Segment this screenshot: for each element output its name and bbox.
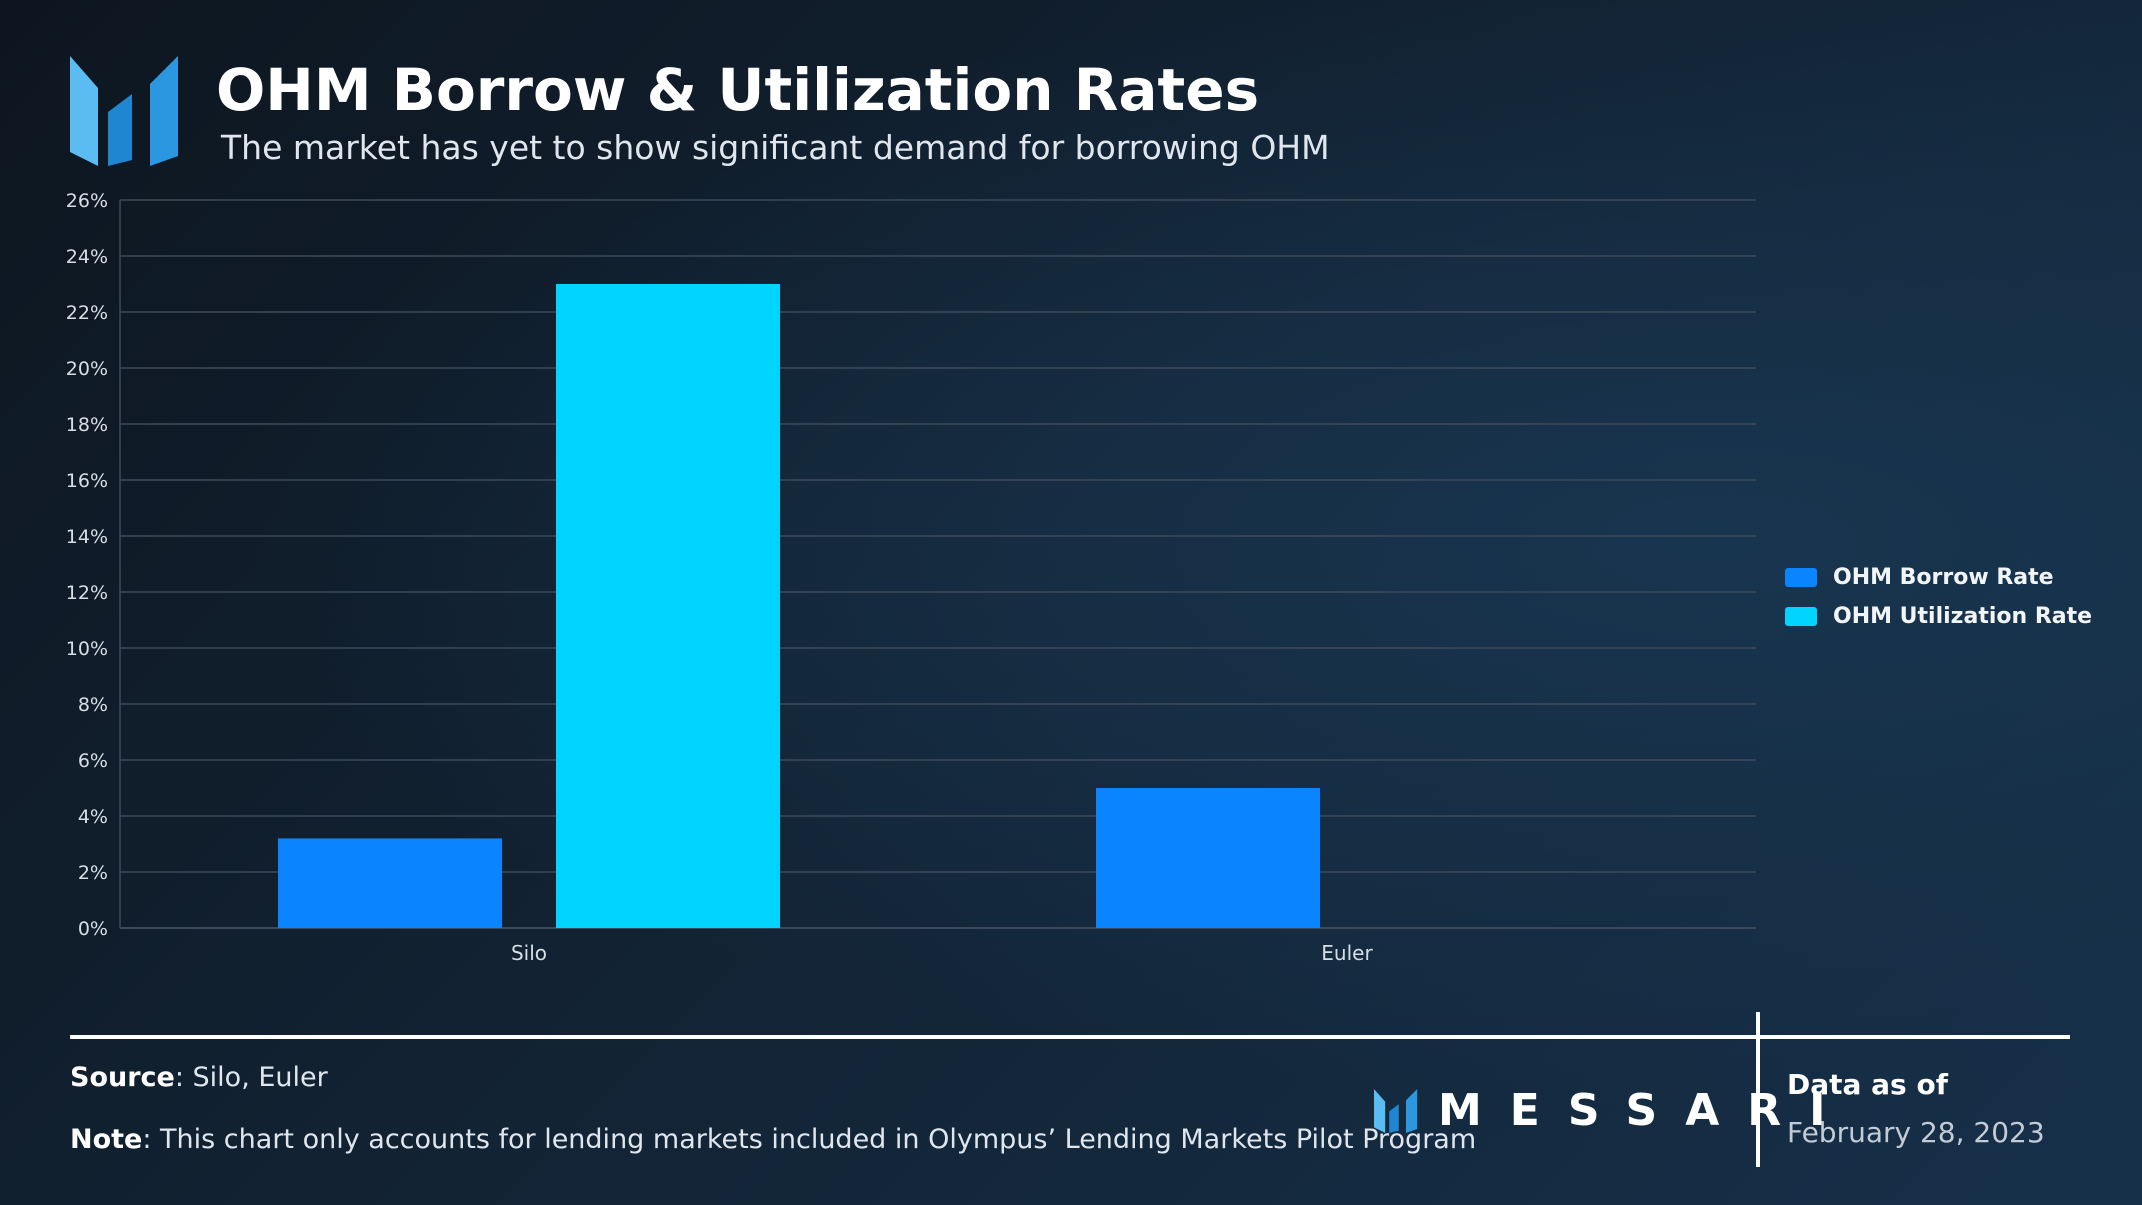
y-tick-label: 20% [66, 358, 108, 380]
y-tick-label: 0% [78, 918, 108, 940]
note-text: : This chart only accounts for lending m… [142, 1124, 1477, 1155]
data-as-of-date: February 28, 2023 [1787, 1116, 2045, 1149]
source-label: Source [70, 1062, 175, 1093]
y-tick-label: 12% [66, 582, 108, 604]
y-tick-label: 8% [78, 694, 108, 716]
legend-swatch-borrow-rate [1785, 568, 1817, 587]
y-tick-label: 6% [78, 750, 108, 772]
footer-vertical-divider [1756, 1012, 1760, 1167]
chart-subtitle: The market has yet to show significant d… [221, 128, 1330, 167]
chart-title: OHM Borrow & Utilization Rates [216, 56, 1260, 124]
footer-divider-line [70, 1035, 2070, 1039]
y-tick-label: 10% [66, 638, 108, 660]
legend-label-borrow-rate: OHM Borrow Rate [1833, 565, 2054, 590]
y-tick-label: 18% [66, 414, 108, 436]
y-tick-label: 2% [78, 862, 108, 884]
y-tick-label: 4% [78, 806, 108, 828]
y-tick-label: 26% [66, 190, 108, 212]
legend-item-utilization-rate[interactable]: OHM Utilization Rate [1785, 597, 2092, 636]
legend-swatch-utilization-rate [1785, 607, 1817, 626]
y-tick-label: 14% [66, 526, 108, 548]
source-text: : Silo, Euler [174, 1062, 328, 1093]
y-tick-label: 24% [66, 246, 108, 268]
y-tick-label: 16% [66, 470, 108, 492]
bar-chart: 0% 2% 4% 6% 8% 10% 12% 14% 16% 18% 20% 22% 24% 26% Sil… [66, 190, 1756, 965]
bar-silo-ohm-borrow-rate [278, 838, 502, 928]
source-note: Source: Silo, Euler [70, 1060, 328, 1096]
legend-item-borrow-rate[interactable]: OHM Borrow Rate [1785, 558, 2092, 597]
bar-euler-ohm-borrow-rate [1096, 788, 1320, 928]
note-label: Note [70, 1124, 143, 1155]
y-tick-label: 22% [66, 302, 108, 324]
chart-note: Note: This chart only accounts for lendi… [70, 1122, 1476, 1158]
data-as-of-label: Data as of [1787, 1068, 1948, 1101]
bar-silo-ohm-utilization-rate [556, 284, 780, 928]
brand-wordmark: MESSARI [1438, 1085, 1854, 1136]
messari-brand: MESSARI [1374, 1085, 1854, 1136]
messari-logo-small [1374, 1088, 1418, 1133]
x-tick-label: Euler [1321, 941, 1373, 965]
legend-label-utilization-rate: OHM Utilization Rate [1833, 604, 2093, 629]
x-tick-label: Silo [511, 941, 547, 965]
messari-logo [70, 56, 178, 166]
chart-legend: OHM Borrow Rate OHM Utilization Rate [1785, 558, 2092, 636]
